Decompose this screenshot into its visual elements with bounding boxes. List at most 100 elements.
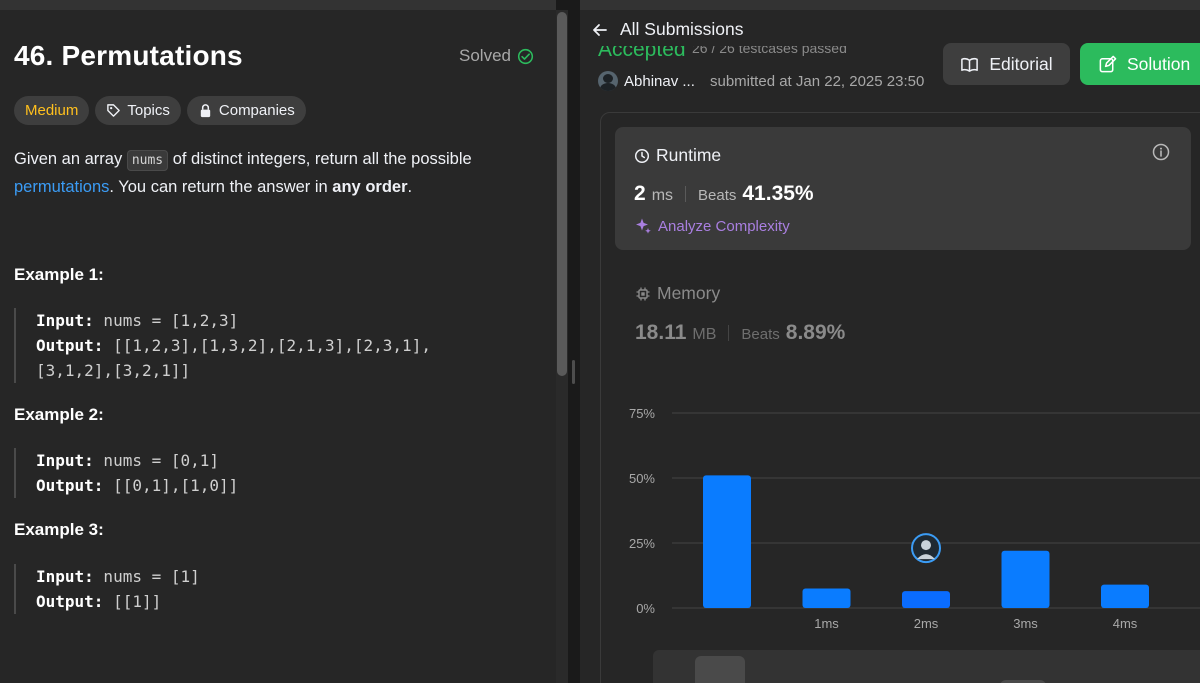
output-label: Output: — [36, 476, 104, 495]
panel-resize-handle[interactable] — [568, 0, 580, 683]
all-submissions-back[interactable]: All Submissions — [590, 19, 744, 40]
info-icon[interactable] — [1152, 143, 1170, 161]
input-label: Input: — [36, 567, 94, 586]
memory-header[interactable]: Memory — [635, 283, 720, 304]
divider — [685, 186, 687, 202]
x-tick-label: 2ms — [914, 616, 939, 631]
y-tick-label: 50% — [629, 471, 655, 486]
difficulty-badge[interactable]: Medium — [14, 96, 90, 125]
memory-value-row: 18.11 MB Beats 8.89% — [635, 321, 845, 345]
problem-description: Given an array nums of distinct integers… — [14, 146, 534, 200]
clock-icon — [634, 148, 650, 163]
chart-bar — [802, 588, 851, 608]
x-tick-label: 1ms — [814, 616, 839, 631]
submitted-at: submitted at Jan 22, 2025 23:50 — [710, 73, 925, 90]
inline-code-nums: nums — [126, 150, 169, 171]
problem-panel: 46. Permutations Solved Medium Topics Co… — [0, 0, 556, 683]
memory-unit: MB — [692, 326, 717, 343]
runtime-label: Runtime — [656, 145, 722, 165]
sparkle-icon — [636, 218, 651, 234]
example-title: Example 3: — [14, 520, 104, 539]
input-value: nums = [0,1] — [93, 451, 220, 470]
y-tick-label: 0% — [636, 601, 655, 616]
code-tab[interactable] — [1000, 680, 1046, 683]
description-scrollbar[interactable] — [556, 10, 568, 683]
runtime-card[interactable]: Runtime 2 ms Beats 41.35% Analyze Comple… — [615, 127, 1191, 250]
divider — [728, 325, 730, 341]
desc-text: . — [407, 178, 413, 196]
chart-bar — [902, 591, 950, 608]
runtime-beats: 41.35% — [742, 182, 814, 205]
solution-button[interactable]: Solution — [1080, 43, 1200, 85]
chart-bar — [703, 475, 751, 608]
runtime-distribution-chart: 0% 25% 50% 75% 1ms 2ms 3ms 4ms — [629, 406, 1200, 631]
example-title: Example 2: — [14, 405, 104, 424]
code-tab-strip — [653, 650, 1200, 683]
runtime-unit: ms — [651, 187, 674, 204]
output-label: Output: — [36, 336, 104, 355]
chart-bar — [1001, 550, 1050, 608]
editorial-label: Editorial — [989, 53, 1053, 74]
desc-text: of distinct integers, return all the pos… — [168, 150, 472, 168]
topics-tag[interactable]: Topics — [95, 96, 181, 125]
output-label: Output: — [36, 592, 104, 611]
tag-icon — [107, 104, 121, 117]
beats-label: Beats — [698, 187, 737, 204]
submitter[interactable]: Abhinav ... — [598, 71, 695, 91]
solved-label: Solved — [459, 46, 511, 65]
language-tab[interactable] — [695, 656, 745, 683]
editorial-button[interactable]: Editorial — [943, 43, 1070, 85]
companies-tag[interactable]: Companies — [186, 96, 306, 125]
output-value: [[1,2,3],[1,3,2],[2,1,3],[2,3,1], — [103, 336, 431, 355]
input-label: Input: — [36, 311, 94, 330]
topics-label: Topics — [127, 102, 170, 119]
input-label: Input: — [36, 451, 94, 470]
edit-icon — [1099, 55, 1117, 72]
back-label: All Submissions — [620, 19, 744, 39]
user-name: Abhinav ... — [624, 72, 695, 90]
x-tick-label: 3ms — [1013, 616, 1038, 631]
result-status: Accepted — [598, 38, 686, 61]
companies-label: Companies — [218, 102, 295, 119]
input-value: nums = [1] — [93, 567, 200, 586]
avatar — [598, 71, 618, 91]
input-value: nums = [1,2,3] — [93, 311, 239, 330]
solved-status: Solved — [459, 46, 534, 66]
arrow-left-icon — [593, 23, 607, 36]
resize-grip-icon[interactable] — [572, 360, 575, 384]
x-tick-label: 4ms — [1113, 616, 1138, 631]
runtime-header: Runtime — [634, 145, 721, 166]
book-open-icon — [961, 57, 979, 72]
output-value: [[1]] — [103, 592, 162, 611]
beats-label: Beats — [741, 326, 780, 343]
analyze-complexity-button[interactable]: Analyze Complexity — [634, 217, 790, 235]
output-value-cont: [3,1,2],[3,2,1]] — [36, 361, 191, 380]
example-title: Example 1: — [14, 265, 104, 284]
runtime-value-row: 2 ms Beats 41.35% — [634, 182, 814, 206]
submission-panel: All Submissions Accepted 26 / 26 testcas… — [580, 0, 1200, 683]
example-block: Input: nums = [1,2,3] Output: [[1,2,3],[… — [14, 308, 431, 383]
chart-bar — [1101, 584, 1149, 608]
tag-row: Medium Topics Companies — [14, 96, 306, 125]
analyze-label: Analyze Complexity — [658, 217, 790, 235]
memory-value: 18.11 — [635, 321, 687, 344]
avatar-head — [921, 540, 931, 551]
memory-beats: 8.89% — [785, 321, 846, 344]
output-value: [[0,1],[1,0]] — [103, 476, 239, 495]
solution-label: Solution — [1127, 53, 1191, 74]
check-circle-icon — [517, 48, 534, 64]
desc-text: . You can return the answer in — [109, 178, 333, 196]
lock-icon — [200, 104, 211, 118]
testcases-passed: 26 / 26 testcases passed — [692, 40, 847, 56]
performance-card — [600, 112, 1200, 683]
example-block: Input: nums = [1] Output: [[1]] — [14, 564, 200, 614]
example-block: Input: nums = [0,1] Output: [[0,1],[1,0]… — [14, 448, 238, 498]
desc-bold-text: any order — [332, 178, 408, 196]
scrollbar-thumb[interactable] — [557, 12, 567, 376]
problem-title: 46. Permutations — [14, 40, 243, 71]
permutations-link[interactable]: permutations — [14, 178, 110, 196]
desc-text: Given an array — [14, 150, 127, 168]
runtime-value: 2 — [634, 182, 646, 205]
avatar-body — [917, 554, 935, 560]
